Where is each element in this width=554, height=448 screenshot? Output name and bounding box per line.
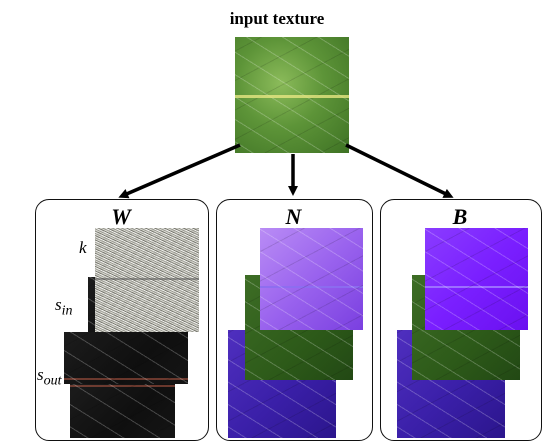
label-s-out: sout <box>37 365 62 389</box>
w-sout-texture-back <box>64 332 188 384</box>
label-k: k <box>79 238 87 257</box>
n-k-texture <box>260 228 363 330</box>
diagram-title: input texture <box>229 9 325 28</box>
panel-w-title: W <box>111 204 131 229</box>
arrow-to-w <box>118 143 241 199</box>
panel-b-title: B <box>452 204 468 229</box>
panel-n-title: N <box>285 204 302 229</box>
w-k-texture <box>95 228 199 332</box>
arrow-to-b <box>345 143 454 198</box>
w-sout-texture <box>70 380 175 438</box>
label-s-in: sin <box>55 295 73 319</box>
b-k-texture <box>425 228 528 330</box>
input-texture-image <box>235 37 349 153</box>
